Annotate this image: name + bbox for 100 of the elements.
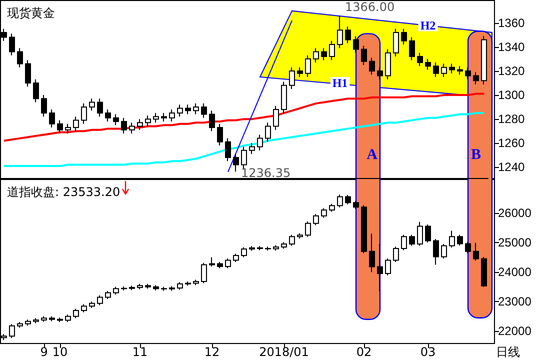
candlestick [265,246,271,252]
candlestick [201,102,207,118]
annotation: H1 [332,76,348,90]
candlestick [169,108,175,122]
candlestick [9,33,15,56]
candlestick [153,284,159,291]
candlestick [17,322,23,328]
candlestick [425,58,431,70]
candlestick [305,221,311,238]
candlestick [209,110,215,132]
candlestick [265,122,271,142]
candlestick [337,15,343,49]
candlestick [25,319,31,326]
annotation: A [366,147,378,164]
annotation: H2 [420,18,436,32]
candlestick [137,118,143,130]
candlestick [201,262,207,284]
candlestick [465,241,471,254]
candlestick [361,204,367,254]
candlestick [57,317,63,323]
candlestick [65,314,71,323]
candlestick [473,242,479,262]
candlestick [289,66,295,90]
y-tick-label: 1360 [498,16,526,30]
text: 道指收盘: 23533.20 [7,185,120,199]
candlestick [249,142,255,154]
x-tick-label: 10 [52,345,68,359]
candlestick [209,256,215,267]
candlestick [177,104,183,118]
candlestick [361,45,367,66]
candlestick [473,72,479,85]
annotation: 1236.35 [241,166,291,180]
candlestick [465,66,471,80]
candlestick [121,286,127,291]
candlestick [217,262,223,269]
candlestick [145,283,151,290]
candlestick [385,258,391,276]
annotation: B [470,147,482,164]
candlestick [225,258,231,269]
candlestick [193,279,199,286]
candlestick [185,281,191,286]
candlestick [257,246,263,251]
candlestick [273,244,279,252]
candlestick [225,138,231,162]
candlestick [217,123,223,146]
candlestick [81,304,87,313]
y-tick-label: 26000 [498,206,532,220]
candlestick [129,122,135,134]
candlestick [457,66,463,76]
x-tick-label: 02 [356,345,372,359]
candlestick [377,66,383,80]
candlestick [49,108,55,128]
candlestick [153,112,159,124]
x-tick-label: 9 [40,345,48,359]
line-series [3,92,485,142]
candlestick [425,224,431,244]
candlestick [113,114,119,126]
candlestick [161,286,167,292]
candlestick [177,282,183,290]
candlestick [273,105,279,130]
candlestick [345,194,351,205]
candlestick [313,48,319,64]
annotation: 1366.00 [345,0,395,14]
candlestick [401,234,407,251]
candlestick [457,234,463,246]
candlestick [73,116,79,132]
candlestick [369,57,375,76]
candlestick [393,246,399,263]
candlestick [297,66,303,78]
candlestick [241,246,247,258]
x-tick-label: 11 [132,345,148,359]
candlestick [321,208,327,218]
candlestick [353,36,359,54]
candlestick [481,36,487,85]
line-series [3,112,485,167]
y-tick-label: 1340 [498,40,526,54]
candlestick [289,234,295,246]
candlestick [97,294,103,306]
candlestick [33,78,39,103]
y-tick-label: 25000 [498,236,532,250]
candlestick [417,52,423,67]
y-tick-label: 1240 [498,160,526,174]
candlestick [105,290,111,300]
candlestick [449,230,455,248]
candlestick [393,28,399,58]
y-tick-label: 23000 [498,294,532,309]
candlestick [121,117,127,134]
candlestick [241,146,247,169]
candlestick [481,256,487,288]
candlestick [17,48,23,68]
candlestick [33,318,39,324]
candlestick [145,114,151,127]
candlestick [161,112,167,122]
y-tick-label: 1300 [498,88,526,102]
candlestick [441,244,447,259]
candlestick [81,102,87,124]
candlestick [169,286,175,292]
candlestick [233,253,239,263]
candlestick [409,36,415,61]
candlestick [257,134,263,151]
